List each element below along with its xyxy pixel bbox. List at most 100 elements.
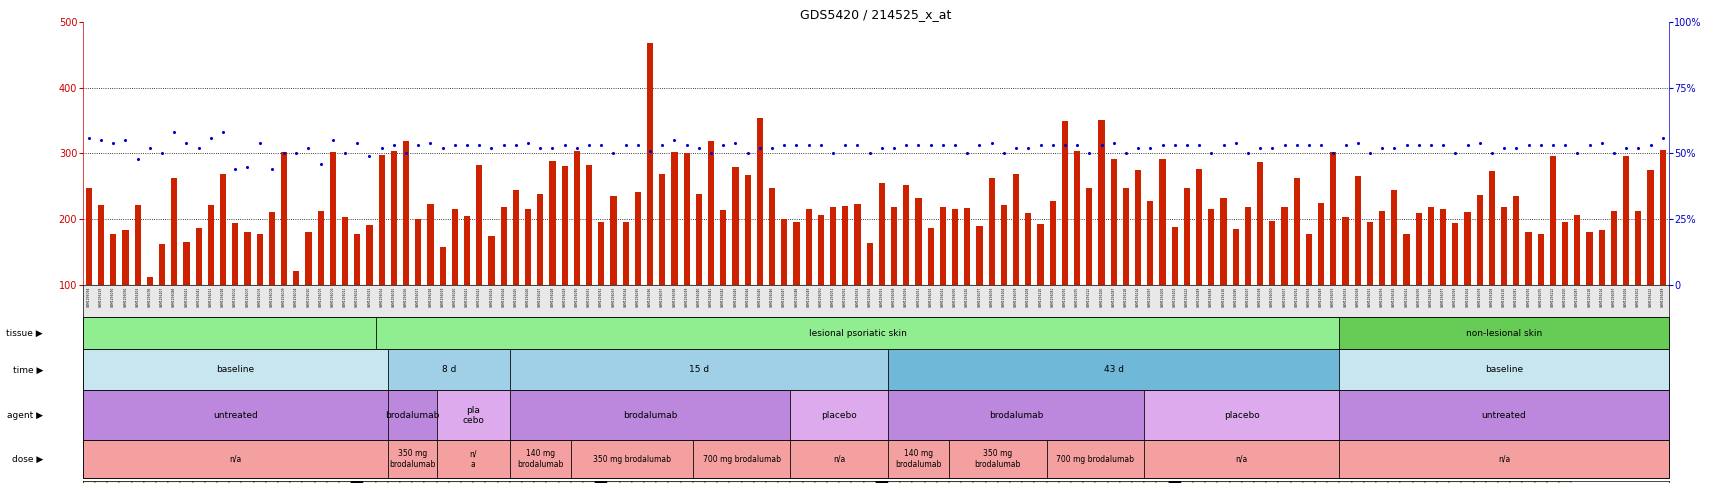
Point <box>1294 142 1322 149</box>
Bar <box>269 212 274 285</box>
Bar <box>817 215 824 285</box>
Bar <box>684 153 689 285</box>
Text: GSM1256097: GSM1256097 <box>1148 287 1151 307</box>
Point <box>538 144 565 152</box>
Bar <box>1022 481 1034 483</box>
Point <box>1282 142 1309 149</box>
Text: GSM1256023: GSM1256023 <box>489 287 493 307</box>
Point <box>501 142 529 149</box>
Bar <box>1085 187 1092 285</box>
Text: GSM1256030: GSM1256030 <box>574 287 579 307</box>
Bar <box>241 481 253 483</box>
Bar <box>1537 234 1542 285</box>
Bar <box>1303 481 1315 483</box>
Bar <box>1463 212 1470 285</box>
Text: baseline: baseline <box>215 366 255 374</box>
Text: GSM1256108: GSM1256108 <box>1025 287 1030 307</box>
Text: GSM1256046: GSM1256046 <box>770 287 774 307</box>
Bar <box>803 481 815 483</box>
Bar <box>448 481 460 483</box>
Text: GSM1256110: GSM1256110 <box>1037 287 1042 307</box>
Bar <box>915 198 922 285</box>
Bar <box>1172 227 1177 285</box>
Point <box>1563 150 1590 157</box>
Point <box>575 142 603 149</box>
Bar <box>327 481 339 483</box>
Text: GSM1296118: GSM1296118 <box>1587 287 1590 307</box>
Bar <box>619 481 631 483</box>
Point <box>1197 150 1225 157</box>
Text: GSM1296100: GSM1296100 <box>1563 287 1566 307</box>
Text: GSM1256108: GSM1256108 <box>1489 287 1494 307</box>
Bar <box>122 230 129 285</box>
Text: 8 d: 8 d <box>441 366 455 374</box>
Point <box>734 150 762 157</box>
Bar <box>789 390 887 440</box>
Bar <box>924 481 936 483</box>
Point <box>758 144 786 152</box>
Text: n/a: n/a <box>1497 455 1509 464</box>
Point <box>818 150 846 157</box>
Bar <box>1070 481 1082 483</box>
Text: GSM1256089: GSM1256089 <box>1196 287 1201 307</box>
Bar <box>1339 440 1668 478</box>
Point <box>1587 139 1614 147</box>
Text: GSM1256077: GSM1256077 <box>1440 287 1444 307</box>
Point <box>283 150 310 157</box>
Text: GSM1296017: GSM1296017 <box>415 287 420 307</box>
Text: GSM1256122: GSM1256122 <box>1184 287 1189 307</box>
Bar <box>1423 481 1437 483</box>
Text: GSM1256051: GSM1256051 <box>917 287 920 307</box>
Bar <box>681 481 693 483</box>
Bar <box>1265 481 1278 483</box>
Bar <box>1192 481 1204 483</box>
Text: GSM1295094: GSM1295094 <box>86 287 91 307</box>
Bar <box>1180 481 1192 483</box>
Text: GSM1256051: GSM1256051 <box>830 287 834 307</box>
Point <box>221 165 248 173</box>
Bar <box>558 481 570 483</box>
Bar <box>233 223 238 285</box>
Point <box>929 142 956 149</box>
Text: GSM1256028: GSM1256028 <box>550 287 555 307</box>
Point <box>1246 144 1273 152</box>
Point <box>367 144 395 152</box>
Bar <box>708 141 713 285</box>
Text: GSM1256118: GSM1256118 <box>1123 287 1127 307</box>
Bar <box>1184 187 1189 285</box>
Bar <box>1437 481 1449 483</box>
Bar <box>948 481 961 483</box>
Text: GSM1256027: GSM1256027 <box>538 287 543 307</box>
Text: 15 d: 15 d <box>689 366 708 374</box>
Bar <box>388 349 510 390</box>
Bar <box>436 390 510 440</box>
Bar <box>95 481 107 483</box>
Bar <box>986 481 998 483</box>
Bar <box>131 481 143 483</box>
Bar <box>693 481 705 483</box>
Point <box>612 142 639 149</box>
Text: GSM1296122: GSM1296122 <box>1647 287 1652 307</box>
Bar <box>1497 481 1509 483</box>
Bar <box>1010 481 1022 483</box>
Bar <box>376 317 1339 349</box>
Text: GSM1256104: GSM1256104 <box>1001 287 1005 307</box>
Bar <box>193 481 205 483</box>
Text: dose ▶: dose ▶ <box>12 455 43 464</box>
Point <box>1270 142 1297 149</box>
Bar <box>793 222 799 285</box>
Point <box>770 142 798 149</box>
Bar <box>534 481 546 483</box>
Text: GSM1296092: GSM1296092 <box>124 287 128 307</box>
Bar <box>1399 481 1411 483</box>
Point <box>1027 142 1054 149</box>
Bar <box>1609 211 1616 285</box>
Text: GSM1256043: GSM1256043 <box>732 287 737 307</box>
Bar <box>1037 224 1042 285</box>
Text: GSM1296018: GSM1296018 <box>429 287 432 307</box>
Text: n/
a: n/ a <box>469 450 477 469</box>
Bar <box>155 481 169 483</box>
Bar <box>899 481 911 483</box>
Text: GSM1256009: GSM1256009 <box>283 287 286 307</box>
Text: GSM1256065: GSM1256065 <box>1392 287 1396 307</box>
